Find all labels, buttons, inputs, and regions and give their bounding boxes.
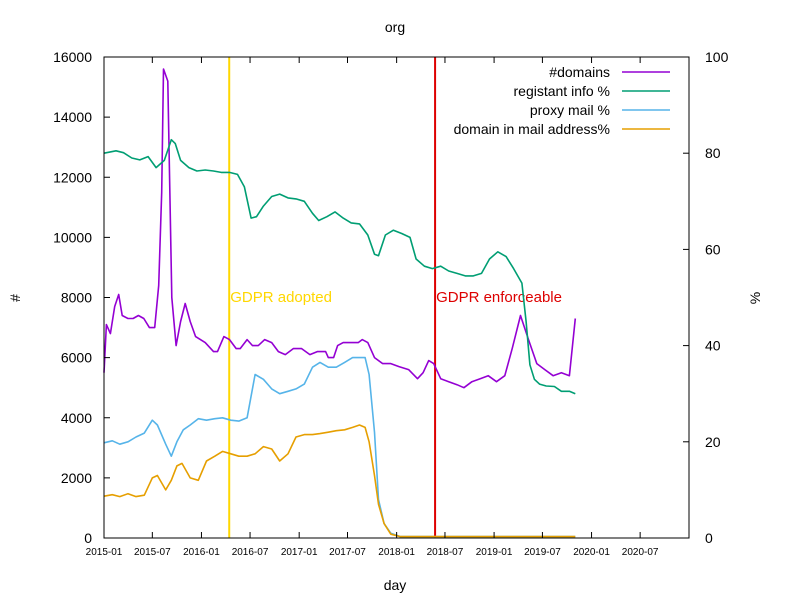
annotations: GDPR adopted GDPR enforceable bbox=[228, 57, 562, 538]
x-tick-label: 2019-01 bbox=[476, 547, 513, 558]
y2-axis: 0 20 40 60 80 100 bbox=[683, 49, 729, 546]
y-tick-label: 0 bbox=[84, 530, 92, 546]
x-tick-label: 2017-07 bbox=[329, 547, 366, 558]
y-tick-label: 8000 bbox=[61, 290, 92, 306]
legend: #domains registant info % proxy mail % doma… bbox=[454, 64, 670, 137]
annotation-label-0: GDPR adopted bbox=[230, 289, 332, 306]
y2-tick-label: 20 bbox=[705, 434, 721, 450]
series-line-0 bbox=[103, 68, 577, 389]
x-tick-label: 2016-07 bbox=[232, 547, 269, 558]
y2-tick-label: 40 bbox=[705, 338, 721, 354]
x-tick-label: 2017-01 bbox=[281, 547, 318, 558]
x-tick-label: 2018-07 bbox=[427, 547, 464, 558]
x-tick-label: 2020-01 bbox=[573, 547, 610, 558]
series-line-3 bbox=[103, 424, 576, 538]
x-axis: 2015-01 2015-07 2016-01 2016-07 2017-01 2017-… bbox=[86, 57, 659, 558]
y-tick-label: 14000 bbox=[53, 109, 92, 125]
y2-tick-label: 100 bbox=[705, 49, 729, 65]
y-tick-label: 12000 bbox=[53, 169, 92, 185]
x-tick-label: 2016-01 bbox=[183, 547, 220, 558]
series-layer bbox=[103, 68, 577, 538]
x-tick-label: 2020-07 bbox=[622, 547, 659, 558]
x-tick-label: 2018-01 bbox=[378, 547, 415, 558]
y-tick-label: 16000 bbox=[53, 49, 92, 65]
x-tick-label: 2015-07 bbox=[134, 547, 171, 558]
y-tick-label: 10000 bbox=[53, 229, 92, 245]
legend-label-1: registant info % bbox=[514, 83, 611, 99]
y2-tick-label: 80 bbox=[705, 145, 721, 161]
y-axis: 0 2000 4000 6000 8000 10000 12000 14000 16000 bbox=[53, 49, 110, 546]
series-line-2 bbox=[103, 356, 576, 538]
chart-title: org bbox=[385, 19, 405, 35]
legend-label-0: #domains bbox=[549, 64, 610, 80]
y-tick-label: 4000 bbox=[61, 410, 92, 426]
y-tick-label: 6000 bbox=[61, 350, 92, 366]
legend-label-3: domain in mail address% bbox=[454, 121, 610, 137]
x-tick-label: 2019-07 bbox=[524, 547, 561, 558]
x-axis-title: day bbox=[384, 577, 407, 593]
y-axis-title: # bbox=[7, 294, 23, 302]
legend-label-2: proxy mail % bbox=[530, 102, 610, 118]
y2-axis-title: % bbox=[747, 292, 763, 304]
y2-tick-label: 0 bbox=[705, 530, 713, 546]
x-tick-label: 2015-01 bbox=[86, 547, 123, 558]
y-tick-label: 2000 bbox=[61, 470, 92, 486]
series-line-1 bbox=[103, 138, 576, 395]
annotation-label-1: GDPR enforceable bbox=[436, 289, 562, 306]
y2-tick-label: 60 bbox=[705, 241, 721, 257]
